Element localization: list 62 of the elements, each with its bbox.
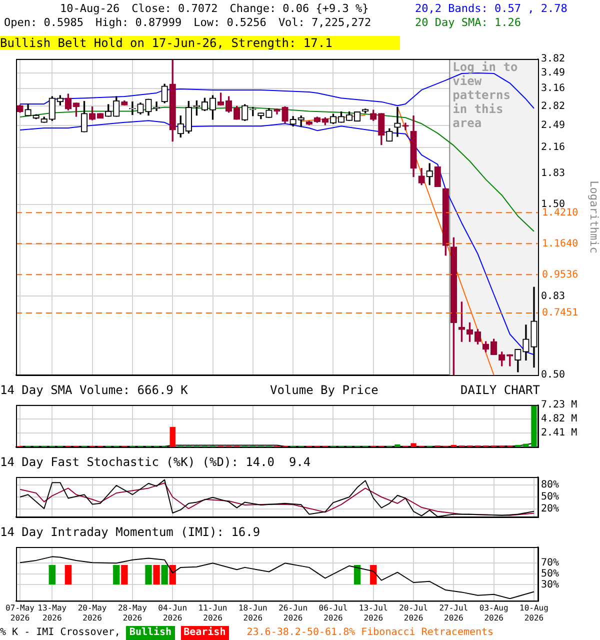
text: 23.6-38.2-50-61.8% Fibonacci Retracements bbox=[246, 626, 494, 640]
x-tick-label: 10-Aug 2026 bbox=[520, 604, 549, 622]
x-tick-label: 06-Jul 2026 bbox=[318, 604, 348, 622]
x-tick-label: 20-May 2026 bbox=[78, 604, 107, 622]
x-tick-label: 04-Jun 2026 bbox=[158, 604, 188, 622]
x-tick-label: 03-Aug 2026 bbox=[479, 604, 508, 622]
chart-title: Bullish Belt Hold on 17-Jun-26, Strength: 17.1 bbox=[0, 36, 400, 50]
y-tick-label: 0.83 bbox=[541, 290, 566, 302]
y-tick-label: 50% bbox=[541, 568, 560, 580]
y-tick-label: 3.16 bbox=[541, 83, 566, 94]
legend-title: % K - IMI Crossover, bbox=[0, 626, 120, 640]
text: Volume By Price bbox=[270, 383, 378, 397]
text: Vol: 7,225,272 bbox=[278, 16, 372, 30]
text: Bullish bbox=[126, 626, 175, 640]
y-tick-label: 3.82 bbox=[541, 54, 566, 65]
chart-title: 14 Day SMA Volume: 666.9 K bbox=[0, 383, 188, 397]
ref-line-label: 1.1640 bbox=[542, 238, 578, 250]
y-tick-label: 2.41 M bbox=[541, 428, 578, 439]
text: Low: 0.5256 bbox=[194, 16, 266, 30]
x-tick-label: 11-Jun 2026 bbox=[198, 604, 228, 622]
x-tick-label: 26-Jun 2026 bbox=[278, 604, 308, 622]
y-tick-label: 2.49 bbox=[541, 120, 566, 132]
y-tick-label: 2.16 bbox=[541, 142, 566, 154]
bar bbox=[170, 426, 176, 447]
band-label: Log in to view patterns in this area bbox=[452, 60, 518, 130]
x-tick-label: 28-May 2026 bbox=[118, 604, 148, 622]
text: Change: 0.06 {+9.3 %} bbox=[230, 2, 369, 16]
bar bbox=[523, 444, 529, 447]
y-tick-label: 50% bbox=[541, 492, 560, 503]
y-axis-title: Logarithmic bbox=[588, 180, 600, 254]
bar bbox=[410, 443, 416, 447]
chart-title: 14 Day Intraday Momentum (IMI): 16.9 bbox=[0, 525, 260, 539]
chart-title: 14 Day Fast Stochastic (%K) (%D): 14.0 9.4 bbox=[0, 455, 311, 469]
y-tick-label: 4.82 M bbox=[541, 414, 578, 425]
y-tick-label: 30% bbox=[541, 579, 560, 590]
text: 20 Day SMA: 1.26 bbox=[415, 16, 522, 30]
y-tick-label: 70% bbox=[541, 558, 560, 569]
bar bbox=[394, 444, 400, 447]
y-tick-label: 2.82 bbox=[541, 100, 566, 112]
x-tick-label: 27-Jul 2026 bbox=[439, 604, 468, 622]
text: 20,2 Bands: 0.57 , 2.78 bbox=[415, 2, 568, 16]
ref-line-label: 0.9536 bbox=[542, 269, 578, 280]
text: Close: 0.7072 bbox=[132, 2, 218, 16]
y-tick-label: 1.83 bbox=[541, 168, 566, 179]
y-tick-label: 0.50 bbox=[541, 370, 566, 381]
x-tick-label: 13-May 2026 bbox=[38, 604, 67, 622]
text: 10-Aug-26 bbox=[60, 2, 120, 16]
candlestick bbox=[394, 106, 401, 137]
y-tick-label: 20% bbox=[541, 504, 560, 515]
ref-line-label: 1.4210 bbox=[542, 207, 578, 218]
x-tick-label: 18-Jun 2026 bbox=[238, 604, 268, 622]
text: DAILY CHART bbox=[460, 383, 540, 397]
ref-line-label: 0.7451 bbox=[542, 308, 578, 319]
x-tick-label: 20-Jul 2026 bbox=[399, 604, 428, 622]
text: Open: 0.5985 bbox=[4, 16, 84, 30]
x-tick-label: 07-May 2026 bbox=[6, 604, 35, 622]
y-tick-label: 7.23 M bbox=[541, 400, 578, 411]
y-tick-label: 80% bbox=[541, 480, 560, 491]
text: High: 0.87999 bbox=[95, 16, 182, 30]
text: Bearish bbox=[180, 626, 229, 640]
y-tick-label: 3.49 bbox=[541, 68, 566, 79]
x-tick-label: 13-Jul 2026 bbox=[358, 604, 388, 622]
